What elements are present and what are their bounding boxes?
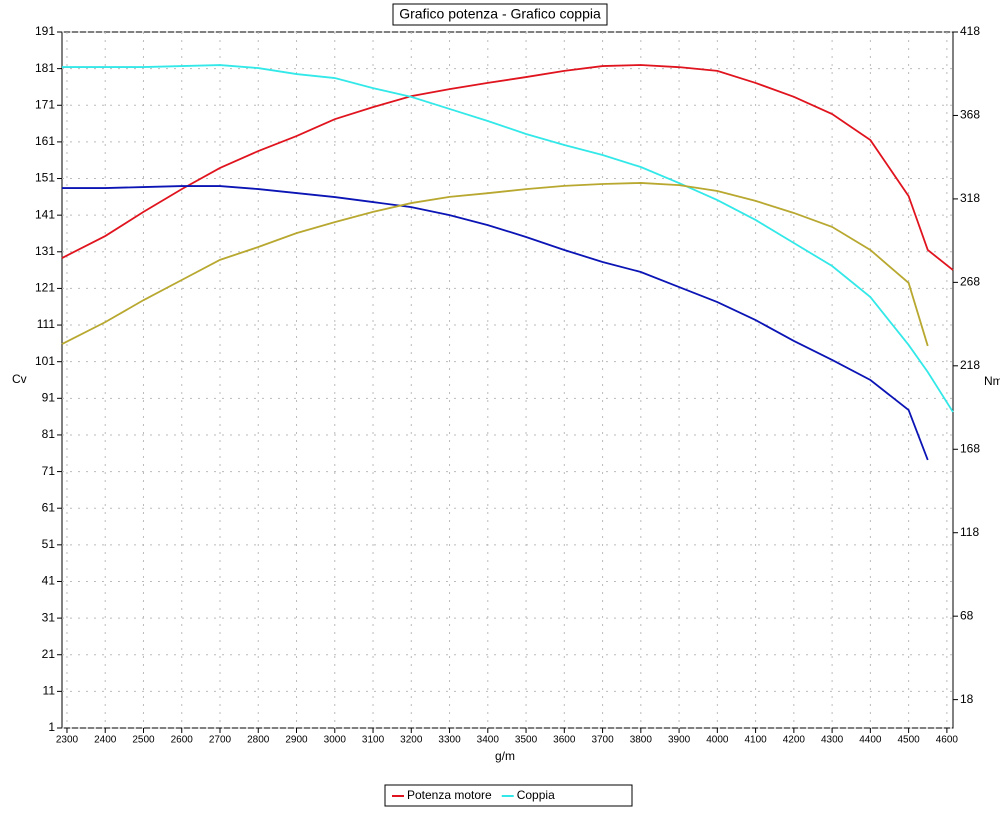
y-tick-label: 151: [35, 171, 55, 185]
y-tick-label: 161: [35, 134, 55, 148]
y-tick-label: 51: [42, 537, 56, 551]
x-tick-label: 4500: [897, 735, 920, 746]
x-tick-label: 3300: [438, 735, 461, 746]
y-tick-label: 41: [42, 574, 56, 588]
y-tick-label: 131: [35, 244, 55, 258]
x-tick-label: 3000: [324, 735, 347, 746]
y-tick-label: 91: [42, 390, 56, 404]
y-axis-label: Cv: [12, 372, 27, 386]
legend-label: Potenza motore: [407, 788, 492, 802]
y-tick-label: 31: [42, 610, 56, 624]
x-tick-label: 2600: [171, 735, 194, 746]
x-tick-label: 4600: [936, 735, 959, 746]
y2-tick-label: 118: [960, 525, 979, 539]
x-tick-label: 3600: [553, 735, 576, 746]
y-tick-label: 141: [35, 207, 55, 221]
x-tick-label: 3900: [668, 735, 691, 746]
plot-frame: [61, 31, 954, 729]
y2-axis-label: Nm: [984, 374, 1000, 388]
x-tick-label: 2500: [132, 735, 155, 746]
y2-tick-label: 418: [960, 24, 980, 38]
y-tick-label: 111: [37, 317, 56, 331]
y2-tick-label: 368: [960, 108, 980, 122]
series-line: [61, 182, 929, 347]
x-tick-label: 2700: [209, 735, 232, 746]
y-tick-label: 171: [35, 97, 55, 111]
chart-title: Grafico potenza - Grafico coppia: [399, 6, 601, 22]
y-tick-label: 81: [42, 427, 56, 441]
y-tick-label: 181: [35, 61, 55, 75]
x-tick-label: 3200: [400, 735, 423, 746]
y2-tick-label: 218: [960, 358, 980, 372]
y-tick-label: 21: [42, 647, 56, 661]
y2-tick-label: 318: [960, 191, 980, 205]
y2-tick-label: 68: [960, 608, 974, 622]
x-tick-label: 3700: [591, 735, 614, 746]
x-tick-label: 2900: [285, 735, 308, 746]
y-tick-label: 191: [35, 24, 55, 38]
title-box: [392, 3, 608, 26]
y-tick-label: 101: [35, 354, 55, 368]
x-tick-label: 2800: [247, 735, 270, 746]
y-tick-label: 71: [42, 464, 56, 478]
series-line: [62, 185, 929, 461]
x-tick-label: 3100: [362, 735, 385, 746]
y2-tick-label: 18: [960, 692, 974, 706]
y-tick-label: 121: [35, 281, 55, 295]
x-tick-label: 4100: [744, 735, 767, 746]
series-line: [61, 64, 954, 271]
x-tick-label: 2300: [56, 735, 79, 746]
series-line: [62, 64, 954, 413]
x-tick-label: 3400: [477, 735, 500, 746]
y2-tick-label: 168: [960, 441, 980, 455]
legend-label: Coppia: [517, 788, 555, 802]
x-tick-label: 2400: [94, 735, 117, 746]
y2-tick-label: 268: [960, 275, 980, 289]
y-tick-label: 61: [42, 500, 56, 514]
x-tick-label: 3800: [630, 735, 653, 746]
x-tick-label: 4000: [706, 735, 729, 746]
x-axis-label: g/m: [495, 749, 515, 763]
y-tick-label: 11: [43, 684, 56, 698]
x-tick-label: 4300: [821, 735, 844, 746]
x-tick-label: 4400: [859, 735, 882, 746]
x-tick-label: 4200: [783, 735, 806, 746]
y-tick-label: 1: [48, 720, 55, 734]
x-tick-label: 3500: [515, 735, 538, 746]
